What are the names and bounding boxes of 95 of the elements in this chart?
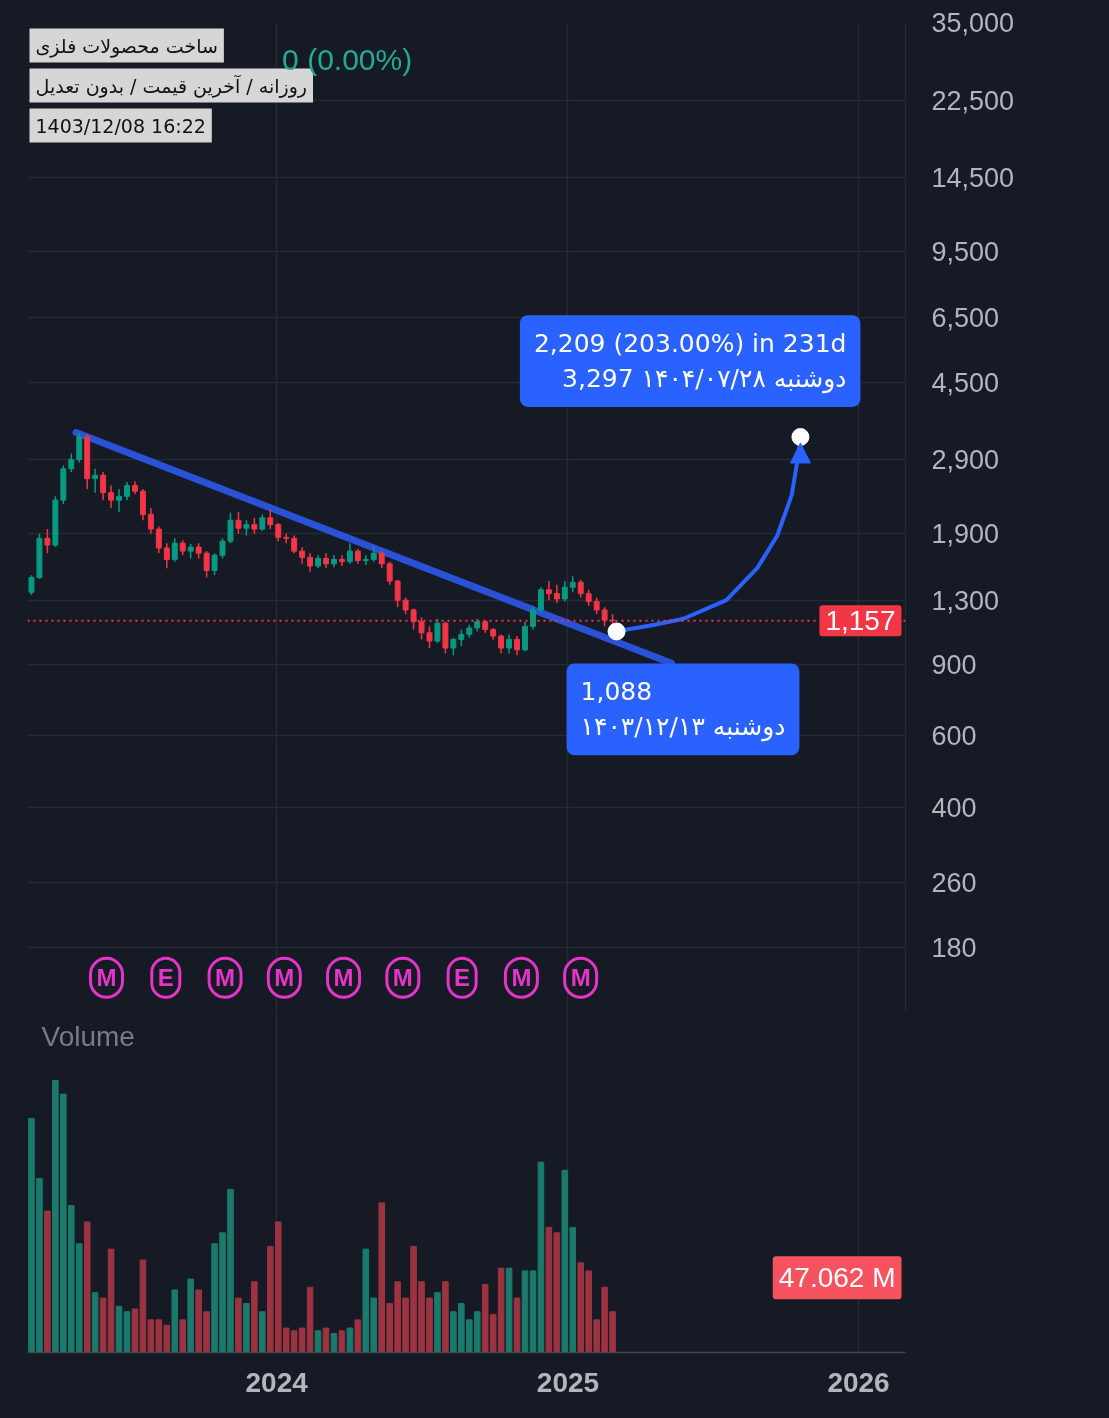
bar (235, 1297, 242, 1353)
candlestick (283, 532, 290, 544)
candlestick (498, 633, 505, 655)
chart-title: Volume (41, 1020, 135, 1052)
ref-line-label: 1,157 (825, 605, 896, 637)
bar (314, 1330, 322, 1353)
candlestick (307, 552, 314, 573)
candlestick (514, 635, 521, 657)
candlestick (394, 579, 401, 608)
bar (187, 1278, 194, 1353)
candlestick (139, 488, 146, 522)
y-tick-label: 2,900 (931, 444, 1000, 475)
y-tick-label: 260 (931, 868, 977, 899)
bar (83, 1221, 91, 1353)
x-tick-label: 2026 (827, 1366, 890, 1398)
bar (44, 1210, 51, 1353)
candlestick (426, 625, 433, 649)
bar (505, 1267, 513, 1353)
annotation: M (570, 964, 591, 992)
candlestick (522, 620, 528, 653)
candlestick (163, 542, 170, 569)
bar (115, 1305, 123, 1353)
candlestick (537, 586, 544, 614)
bar (123, 1311, 131, 1353)
candlestick (44, 528, 51, 554)
annotation: M (511, 964, 532, 992)
annotation: 0 (0.00%) (282, 42, 413, 76)
bar (243, 1303, 250, 1353)
candlestick (506, 633, 513, 655)
candlestick (219, 537, 226, 560)
candlestick (346, 542, 353, 565)
candlestick (275, 522, 282, 542)
y-tick-label: 9,500 (931, 236, 1000, 267)
candlestick (227, 512, 234, 544)
bar (91, 1292, 99, 1353)
candlestick (211, 552, 218, 576)
annotation: 1403/12/08 16:22 (35, 114, 206, 137)
annotation: E (157, 964, 174, 992)
bar (338, 1330, 346, 1353)
bar (442, 1281, 449, 1353)
point (607, 622, 626, 641)
y-tick-label: 600 (931, 721, 977, 752)
y-tick-label: 1,900 (931, 519, 1000, 550)
candlestick (386, 560, 393, 586)
candlestick (155, 525, 162, 554)
text: روزانه / آخرین قیمت / بدون تعدیل (35, 73, 308, 98)
candlestick (434, 617, 441, 644)
annotation: M (392, 964, 413, 992)
bar (346, 1327, 354, 1353)
bar (330, 1332, 338, 1353)
candlestick (338, 554, 345, 567)
bar (354, 1319, 362, 1353)
bar (259, 1311, 266, 1353)
y-tick-label: 400 (931, 792, 977, 823)
candlestick (76, 431, 83, 464)
candlestick (561, 580, 568, 603)
candlestick (362, 554, 369, 566)
y-tick-label: 900 (931, 650, 977, 681)
annotation: M (333, 964, 354, 992)
candlestick (545, 580, 552, 601)
point (791, 427, 810, 446)
candlestick (203, 550, 210, 579)
annotation: M (215, 964, 236, 992)
candlestick (147, 507, 154, 535)
y-tick-label: 6,500 (931, 303, 1000, 334)
text: ساخت محصولات فلزی (35, 34, 218, 58)
bar (434, 1292, 441, 1353)
bar (251, 1281, 258, 1353)
annotation: M (96, 964, 117, 992)
y-tick-label: 1,300 (931, 585, 1000, 616)
bar (171, 1289, 179, 1353)
annotation: E (454, 964, 471, 992)
y-tick-label: 14,500 (931, 162, 1015, 193)
bar (513, 1297, 521, 1353)
candlestick (100, 471, 107, 501)
candlestick (108, 484, 115, 509)
candlestick (235, 511, 242, 535)
y-tick-label: 4,500 (931, 367, 1000, 398)
y-tick-label: 35,000 (931, 8, 1015, 38)
candlestick (116, 488, 123, 513)
bar (521, 1270, 529, 1353)
candlestick (267, 508, 274, 530)
x-tick-label: 2025 (536, 1366, 600, 1398)
candlestick (92, 468, 99, 494)
candlestick (68, 452, 75, 473)
y-tick-label: 180 (931, 932, 977, 963)
candlestick (553, 583, 560, 604)
bar (179, 1319, 187, 1353)
candlestick (171, 537, 178, 563)
annotation: 47.062 M (778, 1262, 896, 1294)
annotation: M (274, 964, 295, 992)
x-tick-label: 2024 (245, 1366, 309, 1398)
bar (322, 1327, 330, 1353)
candlestick (124, 481, 130, 501)
y-tick-label: 22,500 (931, 85, 1015, 116)
